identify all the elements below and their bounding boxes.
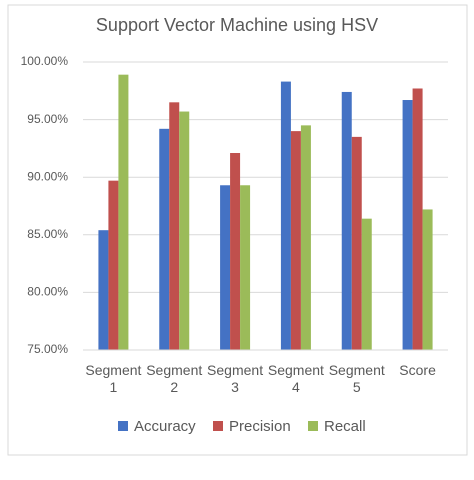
y-tick-label: 80.00% — [27, 285, 68, 299]
bar — [351, 136, 362, 350]
bar — [402, 100, 413, 351]
bar — [341, 91, 352, 351]
bar — [118, 74, 129, 350]
y-tick-label: 90.00% — [27, 169, 68, 183]
legend-swatch — [308, 421, 318, 431]
bar — [290, 131, 301, 350]
bar — [159, 128, 170, 350]
bar — [230, 153, 241, 350]
x-tick-label: Segment 2 — [146, 362, 203, 395]
bar — [240, 185, 251, 350]
x-tick-label: Segment 3 — [207, 362, 264, 395]
y-tick-label: 95.00% — [27, 112, 68, 126]
bar — [300, 125, 311, 350]
legend-swatch — [213, 421, 223, 431]
chart-frame — [7, 4, 468, 456]
bar — [169, 102, 180, 350]
legend-swatch — [118, 421, 128, 431]
legend-label: Accuracy — [134, 418, 196, 435]
y-tick-label: 75.00% — [27, 342, 68, 356]
bar — [220, 185, 231, 350]
bar — [412, 88, 423, 350]
bar — [280, 81, 291, 351]
x-tick-label: Score — [399, 362, 436, 378]
x-tick-label: Segment 4 — [267, 362, 324, 395]
bar — [179, 111, 190, 350]
bar — [98, 230, 109, 350]
chart-title: Support Vector Machine using HSV — [96, 15, 378, 35]
legend-label: Recall — [324, 418, 366, 435]
legend-label: Precision — [229, 418, 291, 435]
bar — [361, 218, 372, 350]
y-tick-label: 100.00% — [21, 54, 69, 68]
x-tick-label: Segment 1 — [85, 362, 142, 395]
y-tick-label: 85.00% — [27, 227, 68, 241]
x-tick-label: Segment 5 — [328, 362, 385, 395]
bar — [108, 180, 119, 350]
bar — [422, 209, 433, 350]
